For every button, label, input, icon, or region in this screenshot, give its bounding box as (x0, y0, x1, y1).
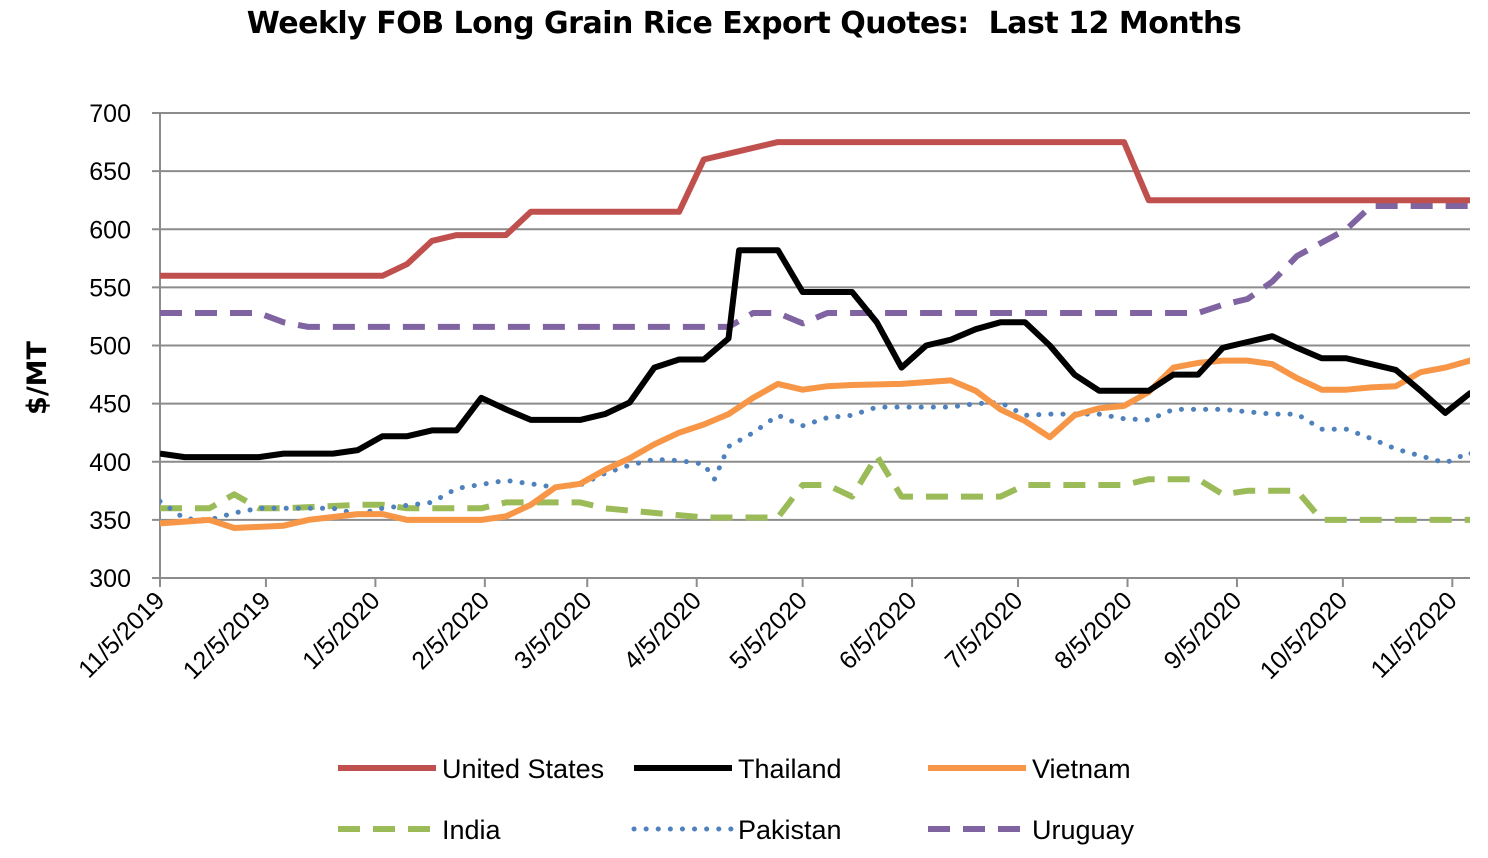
x-tick-label-7: 6/5/2020 (834, 586, 923, 675)
y-tick-label-350: 350 (89, 507, 131, 535)
y-tick-label-700: 700 (89, 100, 131, 128)
y-tick-label-300: 300 (89, 565, 131, 593)
grid-lines (160, 112, 1470, 521)
legend: United States Thailand Vietnam India Pakista… (338, 754, 1135, 845)
y-tick-label-500: 500 (89, 333, 131, 361)
x-tick-label-6: 5/5/2020 (724, 586, 813, 675)
x-tick-label-0: 11/5/2019 (73, 586, 170, 683)
x-tick-label-2: 1/5/2020 (297, 586, 386, 675)
series-line-pakistan (160, 400, 1470, 523)
x-tick-label-4: 3/5/2020 (509, 586, 598, 675)
series-lines (160, 139, 1470, 531)
chart-title: Weekly FOB Long Grain Rice Export Quotes… (246, 6, 1242, 41)
legend-label-pakistan: Pakistan (738, 815, 842, 845)
legend-label-india: India (442, 815, 502, 845)
legend-label-united-states: United States (442, 754, 604, 784)
legend-label-uruguay: Uruguay (1032, 815, 1135, 845)
y-tick-label-550: 550 (89, 274, 131, 302)
series-line-uruguay (160, 203, 1470, 330)
x-tick-label-1: 12/5/2019 (178, 586, 276, 684)
series-line-thailand (160, 247, 1470, 461)
series-line-united-states (160, 139, 1470, 279)
x-tick-label-5: 4/5/2020 (618, 586, 707, 675)
x-tick-labels: 11/5/2019 12/5/2019 1/5/2020 2/5/2020 3/5/20… (73, 586, 1462, 684)
y-tick-label-450: 450 (89, 391, 131, 419)
y-tick-label-600: 600 (89, 216, 131, 244)
y-tick-labels: 300 350 400 450 500 550 600 650 700 (89, 100, 131, 593)
x-tick-label-3: 2/5/2020 (406, 586, 495, 675)
legend-label-vietnam: Vietnam (1032, 754, 1131, 784)
x-tick-label-12: 11/5/2020 (1365, 586, 1462, 683)
y-tick-label-400: 400 (89, 449, 131, 477)
legend-label-thailand: Thailand (738, 754, 842, 784)
x-tick-label-9: 8/5/2020 (1049, 586, 1138, 675)
series-line-india (160, 452, 1470, 523)
series-line-vietnam (160, 357, 1470, 531)
y-tick-label-650: 650 (89, 158, 131, 186)
x-tick-label-11: 10/5/2020 (1255, 586, 1353, 684)
x-tick-label-10: 9/5/2020 (1159, 586, 1248, 675)
y-axis-title: $/MT (22, 340, 53, 415)
x-tick-label-8: 7/5/2020 (940, 586, 1029, 675)
